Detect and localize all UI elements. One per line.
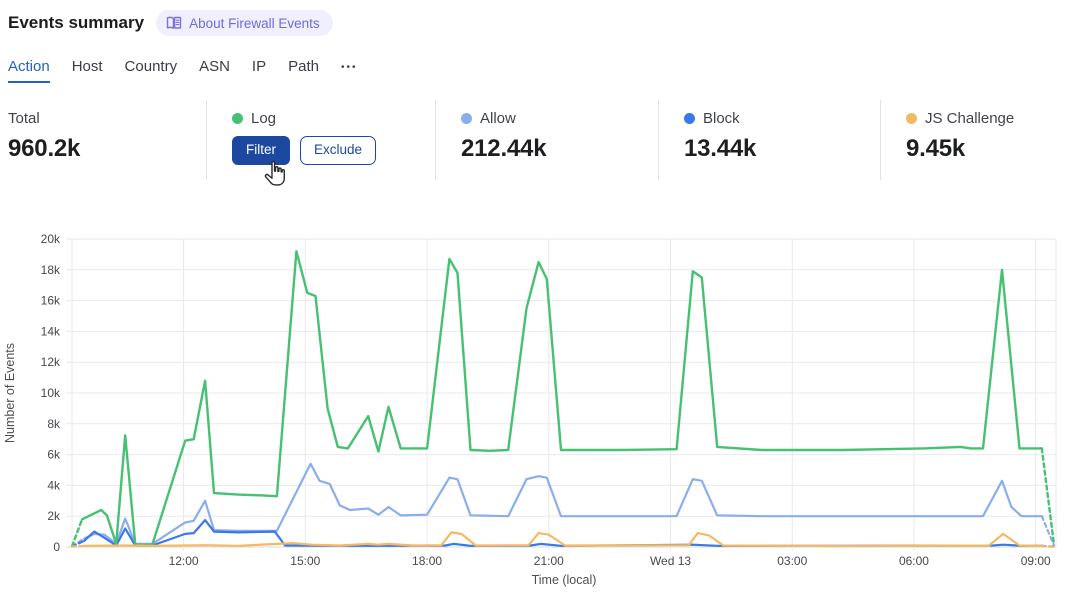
- tabs: Action Host Country ASN IP Path •••: [8, 58, 357, 83]
- js-challenge-value: 9.45k: [906, 135, 966, 162]
- filter-button[interactable]: Filter: [232, 136, 290, 165]
- events-chart: 0 2k 4k 6k 8k 10k 12k 14k 16k 18k 20k 12:00 15:00 18:…: [0, 222, 1068, 598]
- log-label-row: Log: [232, 110, 435, 127]
- block-label: Block: [703, 110, 740, 127]
- js-challenge-label-row: JS Challenge: [906, 110, 1068, 127]
- js-challenge-line: [70, 531, 1056, 548]
- block-legend-dot: [684, 113, 695, 124]
- log-legend-dot: [232, 113, 243, 124]
- x-grid-and-labels: 12:00 15:00 18:00 21:00 Wed 13 03:00 06:00 09:0…: [71, 239, 1057, 568]
- tab-ip[interactable]: IP: [251, 58, 267, 75]
- block-line: [70, 519, 1056, 548]
- js-challenge-label: JS Challenge: [925, 110, 1015, 127]
- y-tick-label: 12k: [41, 355, 61, 369]
- stats-row: Total 960.2k Log Filter Exclude Allow 21…: [0, 100, 1068, 180]
- allow-label: Allow: [480, 110, 516, 127]
- stat-card-total[interactable]: Total 960.2k: [0, 100, 206, 180]
- allow-value: 212.44k: [461, 135, 547, 162]
- allow-legend-dot: [461, 113, 472, 124]
- y-tick-label: 10k: [41, 386, 61, 400]
- x-tick-label: 18:00: [412, 554, 442, 568]
- about-badge-label: About Firewall Events: [189, 15, 320, 31]
- stat-card-allow[interactable]: Allow 212.44k: [435, 100, 658, 180]
- y-tick-label: 8k: [47, 417, 61, 431]
- y-tick-label: 18k: [41, 263, 61, 277]
- tab-path[interactable]: Path: [288, 58, 319, 75]
- book-icon: [166, 16, 182, 30]
- y-tick-label: 0: [53, 540, 60, 554]
- y-tick-label: 16k: [41, 294, 61, 308]
- y-tick-label: 4k: [47, 478, 61, 492]
- page-title: Events summary: [8, 13, 145, 32]
- allow-line: [70, 462, 1056, 548]
- about-firewall-events-badge[interactable]: About Firewall Events: [156, 10, 333, 36]
- block-value: 13.44k: [684, 135, 757, 162]
- total-value: 960.2k: [8, 135, 81, 162]
- log-hover-actions: Filter Exclude: [232, 136, 435, 165]
- block-label-row: Block: [684, 110, 880, 127]
- log-line: [70, 250, 1056, 548]
- tab-action[interactable]: Action: [8, 58, 50, 83]
- total-label: Total: [8, 110, 40, 127]
- x-tick-label: 12:00: [169, 554, 199, 568]
- y-tick-label: 14k: [41, 324, 61, 338]
- x-tick-label: 03:00: [777, 554, 807, 568]
- tab-host[interactable]: Host: [71, 58, 103, 75]
- tab-more-button[interactable]: •••: [340, 62, 358, 73]
- x-tick-label: 06:00: [899, 554, 929, 568]
- y-tick-label: 6k: [47, 448, 61, 462]
- x-axis-title: Time (local): [532, 573, 597, 587]
- stat-card-js-challenge[interactable]: JS Challenge 9.45k: [880, 100, 1068, 180]
- x-tick-label: 15:00: [290, 554, 320, 568]
- js-challenge-legend-dot: [906, 113, 917, 124]
- allow-label-row: Allow: [461, 110, 658, 127]
- y-axis-title: Number of Events: [3, 343, 17, 443]
- tab-asn[interactable]: ASN: [199, 58, 230, 75]
- y-tick-label: 20k: [41, 232, 61, 246]
- x-tick-label: 21:00: [534, 554, 564, 568]
- y-tick-label: 2k: [47, 509, 61, 523]
- header: Events summary About Firewall Events: [8, 10, 333, 36]
- stat-card-log[interactable]: Log Filter Exclude: [206, 100, 435, 180]
- stat-card-block[interactable]: Block 13.44k: [658, 100, 880, 180]
- tab-country[interactable]: Country: [124, 58, 178, 75]
- x-tick-label: 09:00: [1021, 554, 1051, 568]
- exclude-button[interactable]: Exclude: [300, 136, 377, 165]
- x-tick-label: Wed 13: [650, 554, 691, 568]
- log-label: Log: [251, 110, 277, 127]
